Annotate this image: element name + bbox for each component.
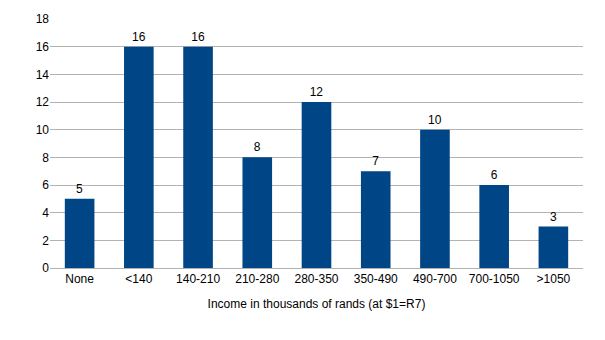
svg-text:210-280: 210-280 — [235, 272, 279, 286]
svg-text:16: 16 — [191, 30, 205, 44]
svg-text:10: 10 — [428, 113, 442, 127]
svg-text:12: 12 — [36, 95, 50, 109]
svg-text:16: 16 — [132, 30, 146, 44]
svg-text:<140: <140 — [125, 272, 152, 286]
svg-text:700-1050: 700-1050 — [469, 272, 520, 286]
svg-text:280-350: 280-350 — [294, 272, 338, 286]
svg-text:14: 14 — [36, 68, 50, 82]
svg-text:18: 18 — [36, 12, 50, 26]
svg-text:8: 8 — [42, 151, 49, 165]
svg-text:4: 4 — [42, 206, 49, 220]
svg-text:0: 0 — [42, 261, 49, 275]
svg-text:12: 12 — [310, 85, 324, 99]
svg-text:490-700: 490-700 — [413, 272, 457, 286]
svg-text:10: 10 — [36, 123, 50, 137]
svg-text:Income in thousands of rands (: Income in thousands of rands (at $1=R7) — [208, 297, 426, 311]
svg-text:7: 7 — [372, 154, 379, 168]
svg-text:5: 5 — [76, 182, 83, 196]
svg-text:16: 16 — [36, 40, 50, 54]
svg-text:None: None — [65, 272, 94, 286]
svg-text:140-210: 140-210 — [176, 272, 220, 286]
svg-text:2: 2 — [42, 234, 49, 248]
svg-text:6: 6 — [42, 178, 49, 192]
svg-text:3: 3 — [550, 210, 557, 224]
svg-text:350-490: 350-490 — [354, 272, 398, 286]
svg-text:8: 8 — [254, 140, 261, 154]
svg-text:6: 6 — [491, 168, 498, 182]
svg-text:>1050: >1050 — [537, 272, 571, 286]
